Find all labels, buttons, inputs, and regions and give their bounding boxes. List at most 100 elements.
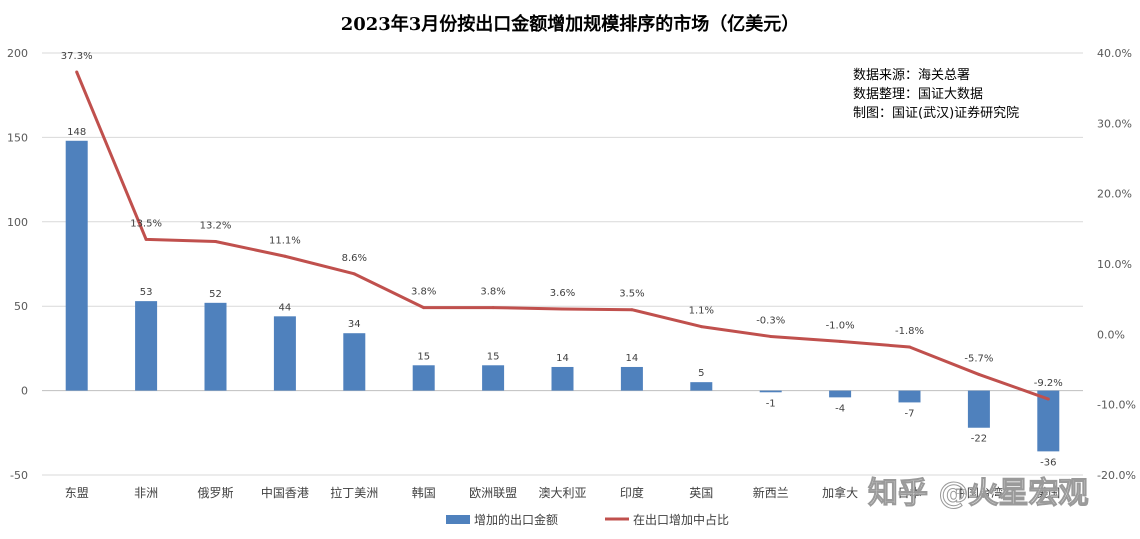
bar: [1037, 390, 1060, 452]
category-label: 韩国: [412, 485, 436, 500]
y2-tick-label: 0.0%: [1097, 328, 1125, 341]
line-data-label: 3.8%: [411, 287, 436, 298]
line-data-label: -1.0%: [826, 320, 855, 331]
line-data-label: 3.6%: [550, 288, 575, 299]
y-tick-label: 50: [14, 300, 28, 313]
category-label: 美国: [1036, 486, 1060, 500]
bar-data-label: 44: [279, 302, 292, 313]
line-data-label: 11.1%: [269, 235, 301, 246]
line-data-label: -5.7%: [964, 353, 993, 364]
chart-title: 2023年3月份按出口金额增加规模排序的市场（亿美元）: [341, 13, 800, 35]
y2-tick-label: 20.0%: [1097, 188, 1132, 201]
legend-line-label: 在出口增加中占比: [633, 512, 729, 527]
bar: [690, 382, 713, 391]
x-axis-categories: 东盟 非洲 俄罗斯 中国香港 拉丁美洲 韩国 欧洲联盟 澳大利亚 印度 英国 新西兰 加拿大 日本 中国台…: [65, 485, 1061, 500]
category-label: 加拿大: [822, 485, 858, 500]
category-label: 中国台湾: [955, 485, 1003, 500]
line-point: [214, 239, 217, 243]
annotation-source: 数据来源：海关总署: [853, 68, 970, 83]
bar: [829, 390, 852, 398]
bar-data-label: 53: [140, 287, 153, 298]
bar: [65, 140, 88, 391]
y2-tick-label: 10.0%: [1097, 258, 1132, 271]
bar: [412, 365, 435, 391]
bar: [967, 390, 990, 428]
line-data-label: 13.2%: [200, 220, 232, 231]
y-tick-label: 200: [7, 47, 28, 60]
bar: [620, 366, 643, 391]
bar: [482, 365, 505, 391]
line-point: [908, 345, 911, 349]
bar-data-label: 5: [698, 368, 704, 379]
bar: [343, 333, 366, 391]
y2-tick-label: -20.0%: [1097, 469, 1136, 482]
bar-data-label: -1: [766, 398, 776, 409]
y-tick-label: -50: [10, 469, 28, 482]
y2-tick-label: 40.0%: [1097, 47, 1132, 60]
category-label: 东盟: [65, 486, 89, 500]
bar: [759, 390, 782, 393]
category-label: 中国香港: [261, 485, 309, 500]
bar: [898, 390, 921, 403]
line-data-label: -1.8%: [895, 326, 924, 337]
line-data-label: 13.5%: [130, 218, 162, 229]
line-data-label: -9.2%: [1034, 378, 1063, 389]
category-label: 新西兰: [753, 485, 789, 500]
legend-bar-swatch: [446, 515, 470, 524]
category-label: 日本: [897, 486, 921, 500]
line-data-label: 3.5%: [619, 289, 644, 300]
category-label: 欧洲联盟: [469, 486, 517, 500]
line-point: [283, 254, 287, 258]
y-tick-label: 150: [7, 131, 28, 144]
line-point: [352, 272, 356, 276]
category-label: 澳大利亚: [538, 486, 586, 500]
line-data-label: 1.1%: [689, 306, 714, 317]
line-point: [561, 307, 564, 311]
bar-data-label: 14: [556, 353, 569, 364]
bar: [551, 366, 574, 391]
annotation-chart-maker: 制图：国证(武汉)证券研究院: [853, 105, 1019, 121]
line-data-label: -0.3%: [756, 315, 785, 326]
line-data-label: 8.6%: [342, 253, 367, 264]
line-point: [144, 237, 148, 241]
line-point: [75, 70, 79, 74]
y-tick-label: 100: [7, 216, 28, 229]
bar-data-label: 52: [209, 289, 222, 300]
y2-tick-label: -10.0%: [1097, 399, 1136, 412]
y-axis-right: -20.0% -10.0% 0.0% 10.0% 20.0% 30.0% 40.0%: [1097, 47, 1136, 482]
category-label: 英国: [689, 486, 713, 500]
watermark: 知乎 @火星宏观: [868, 476, 1088, 511]
bar-data-label: 15: [487, 351, 500, 362]
bar-data-label: 34: [348, 319, 361, 330]
line-point: [1046, 397, 1050, 401]
line-point: [422, 306, 426, 310]
y2-tick-label: 30.0%: [1097, 117, 1132, 130]
line-data-label: 37.3%: [61, 51, 93, 62]
line-point: [699, 325, 703, 329]
line-data-label: 3.8%: [480, 287, 505, 298]
annotation-compiler: 数据整理：国证大数据: [853, 87, 983, 102]
category-label: 俄罗斯: [197, 486, 233, 500]
bar-data-label: 15: [417, 351, 430, 362]
bar-data-label: -4: [835, 403, 845, 414]
bar-data-label: -36: [1040, 457, 1056, 468]
line-point: [491, 306, 495, 310]
y-tick-label: 0: [21, 385, 28, 398]
bar: [204, 302, 227, 391]
y-axis-left: -50 0 50 100 150 200: [7, 47, 28, 482]
bar: [273, 316, 296, 391]
line-point: [630, 308, 634, 312]
bar-series: 148 53 52 44 34 15 15 14 14 5 -1 -4 -7 -22 -36: [65, 127, 1060, 468]
line-series: 37.3% 13.5% 13.2% 11.1% 8.6% 3.8% 3.8% 3.6% 3.5%…: [61, 51, 1063, 401]
bar-data-label: 14: [626, 353, 639, 364]
source-annotations: 数据来源：海关总署 数据整理：国证大数据 制图：国证(武汉)证券研究院: [853, 68, 1019, 121]
category-label: 印度: [620, 485, 644, 500]
legend-bar-label: 增加的出口金额: [474, 512, 558, 527]
bar-data-label: -22: [971, 434, 987, 445]
bar: [135, 301, 158, 391]
category-label: 非洲: [134, 486, 158, 500]
bar-data-label: 148: [67, 127, 86, 138]
line-point: [838, 339, 842, 343]
line-point: [769, 334, 773, 338]
